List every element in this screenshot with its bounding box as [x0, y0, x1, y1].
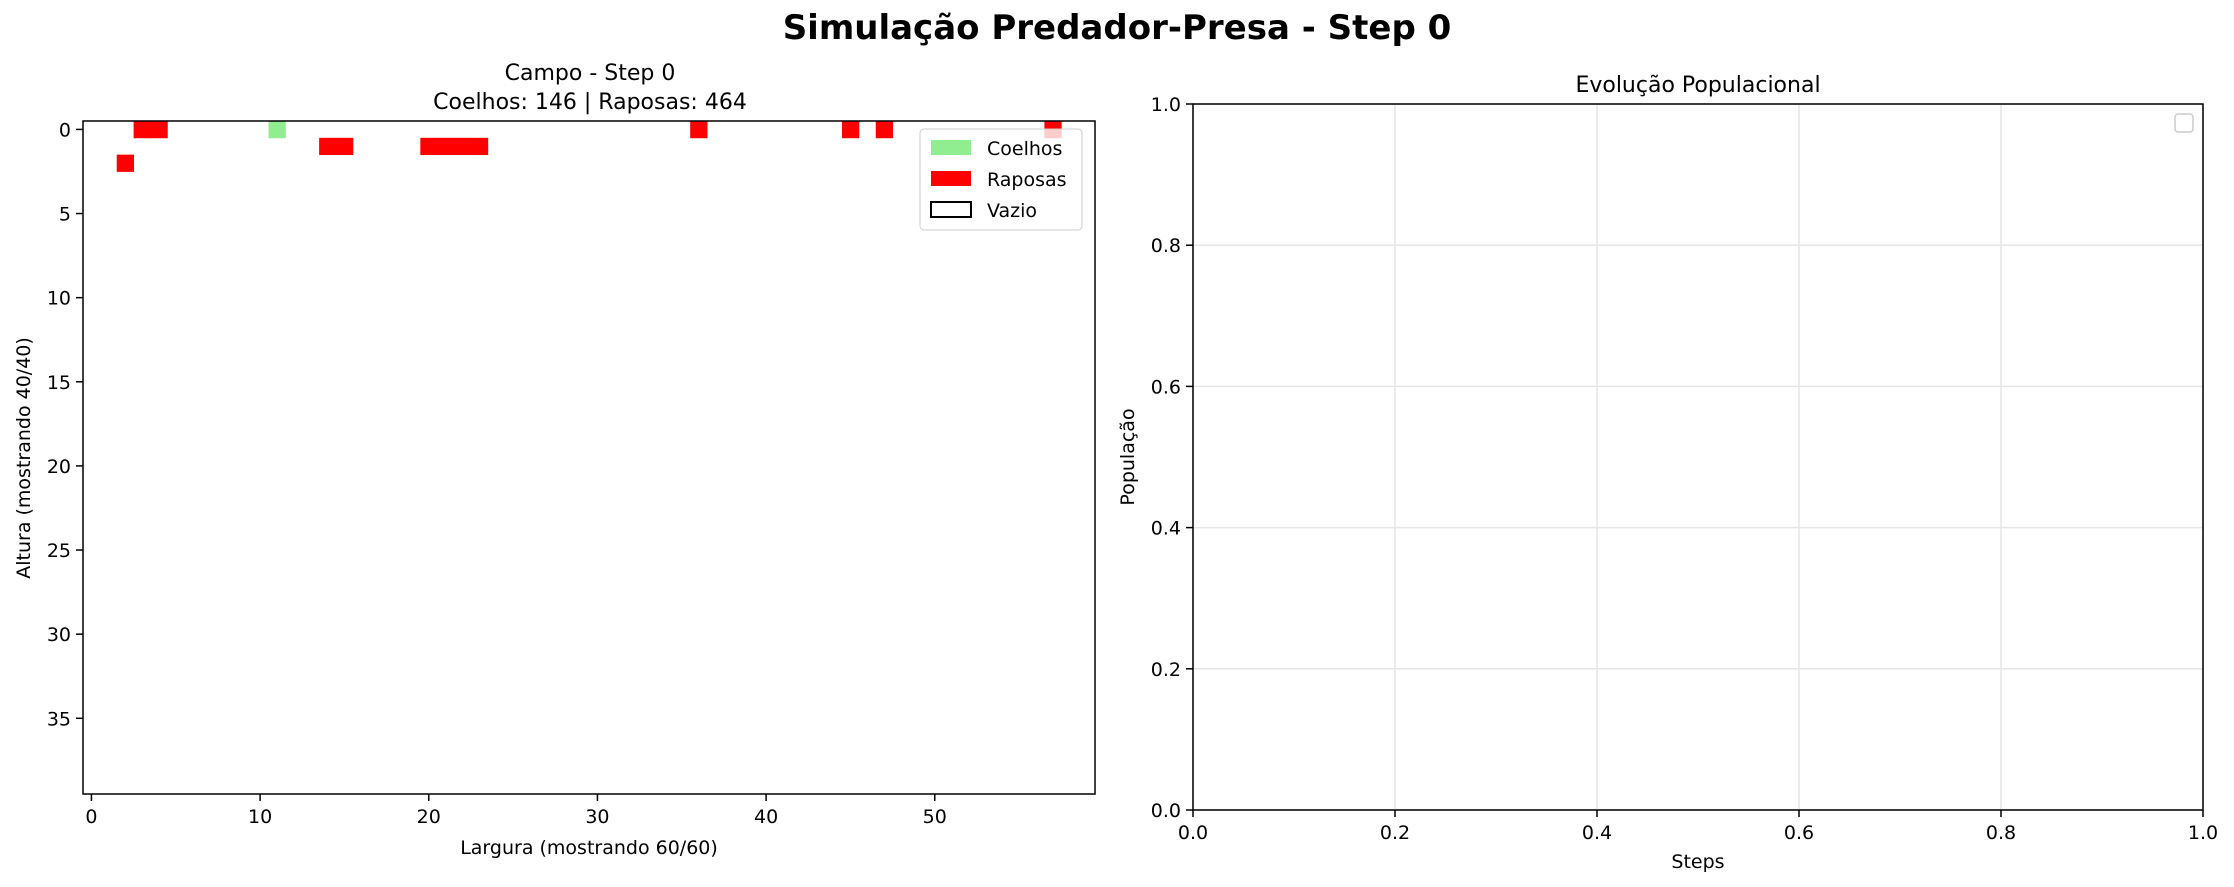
population-y-label: População — [1117, 408, 1139, 505]
cell-raposa — [875, 121, 893, 139]
legend-label-coelhos: Coelhos — [987, 138, 1062, 160]
legend-swatch-raposas — [931, 171, 971, 186]
population-legend-empty — [2174, 113, 2194, 133]
cell-raposa — [842, 121, 860, 139]
y-tick-label: 0 — [59, 119, 71, 141]
y-tick-label: 0.6 — [1151, 376, 1181, 398]
legend-label-raposas: Raposas — [987, 169, 1067, 191]
population-panel: Evolução Populacional 0.0 0.2 0.4 0.6 0.8 1.0… — [1117, 73, 2218, 873]
x-tick-label: 0.4 — [1582, 822, 1612, 844]
y-tick-label: 0.4 — [1151, 518, 1181, 540]
y-tick-label: 0.0 — [1151, 800, 1181, 822]
x-tick-label: 0.0 — [1178, 822, 1208, 844]
heatmap-x-ticks: 0 10 20 30 40 50 — [85, 794, 947, 828]
y-tick-label: 35 — [47, 708, 71, 730]
legend-label-vazio: Vazio — [987, 200, 1037, 222]
cell-raposa — [437, 137, 455, 156]
figure-title: Simulação Predador-Presa - Step 0 — [782, 8, 1452, 48]
x-tick-label: 0 — [85, 806, 97, 828]
legend-swatch-coelhos — [931, 140, 971, 155]
x-tick-label: 30 — [585, 806, 609, 828]
y-tick-label: 0.8 — [1151, 235, 1181, 257]
cell-raposa — [420, 137, 438, 156]
heatmap-title: Campo - Step 0 — [505, 61, 676, 86]
y-tick-label: 5 — [59, 204, 71, 226]
y-tick-label: 20 — [47, 456, 71, 478]
y-tick-label: 10 — [47, 288, 71, 310]
population-x-ticks: 0.0 0.2 0.4 0.6 0.8 1.0 — [1178, 810, 2218, 844]
heatmap-panel: Campo - Step 0 Coelhos: 146 | Raposas: 4… — [13, 61, 1096, 859]
population-grid — [1192, 103, 2204, 811]
cell-raposa — [133, 121, 151, 139]
x-tick-label: 40 — [754, 806, 778, 828]
cell-raposa — [116, 154, 134, 172]
cell-raposa — [454, 137, 472, 156]
y-tick-label: 25 — [47, 540, 71, 562]
population-y-ticks: 0.0 0.2 0.4 0.6 0.8 1.0 — [1151, 94, 1193, 822]
y-tick-label: 0.2 — [1151, 659, 1181, 681]
cell-coelho — [268, 121, 286, 139]
cell-raposa — [150, 121, 168, 139]
legend-swatch-vazio — [930, 201, 972, 218]
population-x-label: Steps — [1671, 851, 1724, 873]
x-tick-label: 0.6 — [1784, 822, 1814, 844]
x-tick-label: 10 — [248, 806, 272, 828]
population-title: Evolução Populacional — [1575, 73, 1820, 98]
heatmap-cells — [116, 121, 1062, 172]
x-tick-label: 50 — [923, 806, 947, 828]
heatmap-y-ticks: 0 5 10 15 20 25 30 35 — [47, 119, 83, 730]
cell-raposa — [319, 137, 337, 156]
cell-raposa — [690, 121, 708, 139]
y-tick-label: 30 — [47, 624, 71, 646]
cell-raposa — [470, 137, 489, 156]
heatmap-x-label: Largura (mostrando 60/60) — [460, 837, 718, 859]
heatmap-subtitle: Coelhos: 146 | Raposas: 464 — [433, 90, 747, 115]
y-tick-label: 15 — [47, 372, 71, 394]
heatmap-frame — [82, 120, 1096, 795]
heatmap-legend: Coelhos Raposas Vazio — [919, 128, 1083, 231]
x-tick-label: 0.8 — [1986, 822, 2016, 844]
x-tick-label: 20 — [417, 806, 441, 828]
x-tick-label: 0.2 — [1380, 822, 1410, 844]
population-frame — [1192, 103, 2204, 811]
cell-raposa — [336, 137, 354, 156]
y-tick-label: 1.0 — [1151, 94, 1181, 116]
heatmap-y-label: Altura (mostrando 40/40) — [13, 337, 35, 579]
x-tick-label: 1.0 — [2188, 822, 2218, 844]
